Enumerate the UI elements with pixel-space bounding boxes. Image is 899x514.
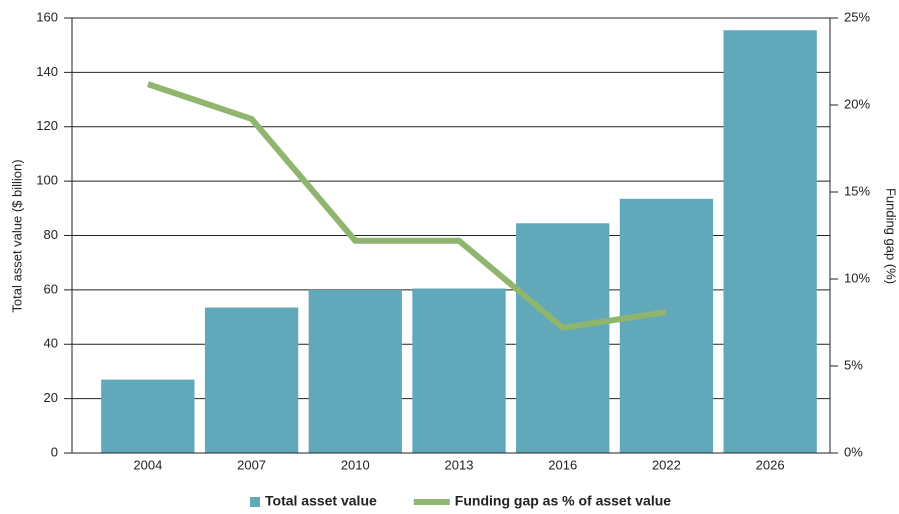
bar: [101, 379, 195, 453]
x-tick-label: 2010: [341, 457, 370, 472]
legend-label: Funding gap as % of asset value: [455, 493, 671, 509]
y-tick-label: 100: [36, 173, 58, 188]
y2-tick-label: 25%: [844, 9, 870, 24]
y2-tick-label: 10%: [844, 270, 870, 285]
x-tick-label: 2007: [237, 457, 266, 472]
y-tick-label: 120: [36, 118, 58, 133]
y2-tick-label: 0%: [844, 444, 863, 459]
bar: [412, 288, 506, 453]
x-tick-label: 2026: [756, 457, 785, 472]
y-tick-label: 20: [44, 390, 58, 405]
line: [146, 81, 667, 331]
bar: [516, 223, 610, 453]
bar: [308, 289, 402, 453]
x-tick-label: 2004: [133, 457, 162, 472]
y-tick-label: 140: [36, 64, 58, 79]
y-axis-label: Total asset value ($ billion): [9, 159, 24, 312]
y-tick-label: 60: [44, 281, 58, 296]
bar: [723, 30, 817, 453]
y2-tick-label: 5%: [844, 357, 863, 372]
y2-tick-label: 20%: [844, 96, 870, 111]
y2-tick-label: 15%: [844, 183, 870, 198]
bar: [204, 307, 299, 453]
y-tick-label: 80: [44, 227, 58, 242]
y-tick-label: 160: [36, 9, 58, 24]
y2-axis-label: Funding gap (%): [884, 188, 899, 284]
x-tick-label: 2022: [652, 457, 681, 472]
bar: [619, 198, 714, 453]
y-tick-label: 0: [51, 444, 58, 459]
x-tick-label: 2013: [445, 457, 474, 472]
x-tick-label: 2016: [548, 457, 577, 472]
legend-swatch: [250, 497, 260, 507]
y-tick-label: 40: [44, 336, 58, 351]
legend-label: Total asset value: [265, 493, 377, 509]
